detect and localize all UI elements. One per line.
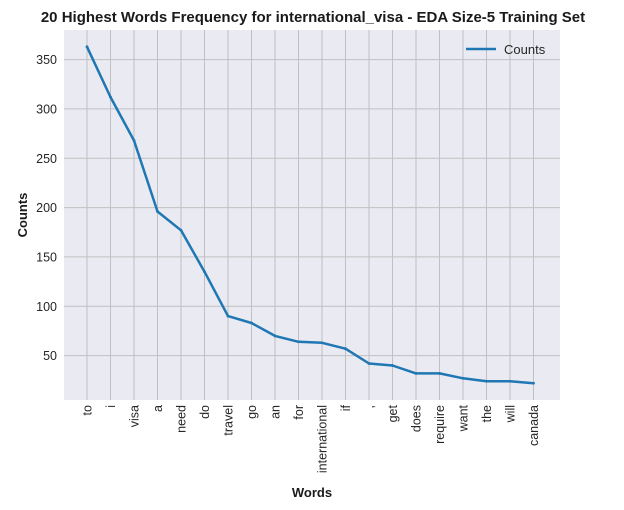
- plot-area: [64, 30, 560, 400]
- y-tick-label: 250: [36, 152, 57, 166]
- data-point: [85, 45, 89, 49]
- data-point: [132, 139, 136, 142]
- y-tick-label: 200: [36, 201, 57, 215]
- y-tick-label: 150: [36, 250, 57, 264]
- y-tick-label: 300: [36, 102, 57, 116]
- data-point: [250, 321, 253, 325]
- x-tick-label: need: [175, 405, 189, 433]
- x-tick-label: ,: [363, 405, 377, 408]
- data-point: [273, 334, 277, 338]
- x-tick-label: require: [433, 405, 447, 444]
- x-tick-label: i: [104, 405, 118, 408]
- y-tick-label: 50: [43, 349, 57, 363]
- x-tick-label: do: [198, 405, 212, 419]
- x-tick-label: will: [504, 405, 518, 423]
- x-tick-label: an: [269, 405, 283, 419]
- x-tick-label: if: [339, 404, 353, 411]
- x-tick-label: the: [480, 405, 494, 422]
- x-tick-label: a: [151, 405, 165, 412]
- x-tick-label: does: [410, 405, 424, 432]
- x-tick-label: want: [457, 404, 471, 432]
- data-point: [344, 347, 347, 351]
- data-point: [485, 379, 488, 383]
- chart-title: 20 Highest Words Frequency for internati…: [41, 9, 585, 26]
- data-point: [179, 228, 183, 232]
- x-axis-label: Words: [292, 485, 332, 500]
- x-tick-label: go: [245, 405, 259, 419]
- x-tick-label: canada: [527, 405, 541, 446]
- x-tick-label: travel: [222, 405, 236, 436]
- data-point: [508, 379, 512, 383]
- y-tick-labels: 50 100 150 200 250 300 350: [36, 53, 57, 363]
- data-point: [156, 210, 159, 213]
- x-tick-label: get: [386, 404, 400, 422]
- data-point: [297, 340, 300, 344]
- grid-lines: [64, 30, 560, 400]
- data-point: [109, 95, 112, 99]
- data-point: [438, 371, 441, 375]
- data-point: [414, 371, 418, 375]
- data-points: [85, 45, 535, 385]
- data-point: [391, 364, 394, 367]
- series-line-counts: [85, 45, 535, 385]
- x-tick-label: for: [292, 405, 306, 420]
- y-tick-label: 100: [36, 300, 57, 314]
- data-point: [461, 376, 465, 380]
- legend-label: Counts: [504, 42, 546, 57]
- data-point: [367, 362, 371, 365]
- data-point: [320, 341, 324, 345]
- x-tick-label: visa: [128, 405, 142, 427]
- data-point: [532, 381, 535, 385]
- data-point: [203, 270, 206, 274]
- x-tick-label: international: [316, 405, 330, 473]
- y-tick-label: 350: [36, 53, 57, 67]
- y-axis-label: Counts: [15, 193, 30, 238]
- legend: Counts: [466, 42, 546, 57]
- x-tick-label: to: [81, 405, 95, 415]
- data-point: [226, 314, 230, 318]
- x-tick-labels: to i visa a need do travel go an for international…: [81, 404, 542, 473]
